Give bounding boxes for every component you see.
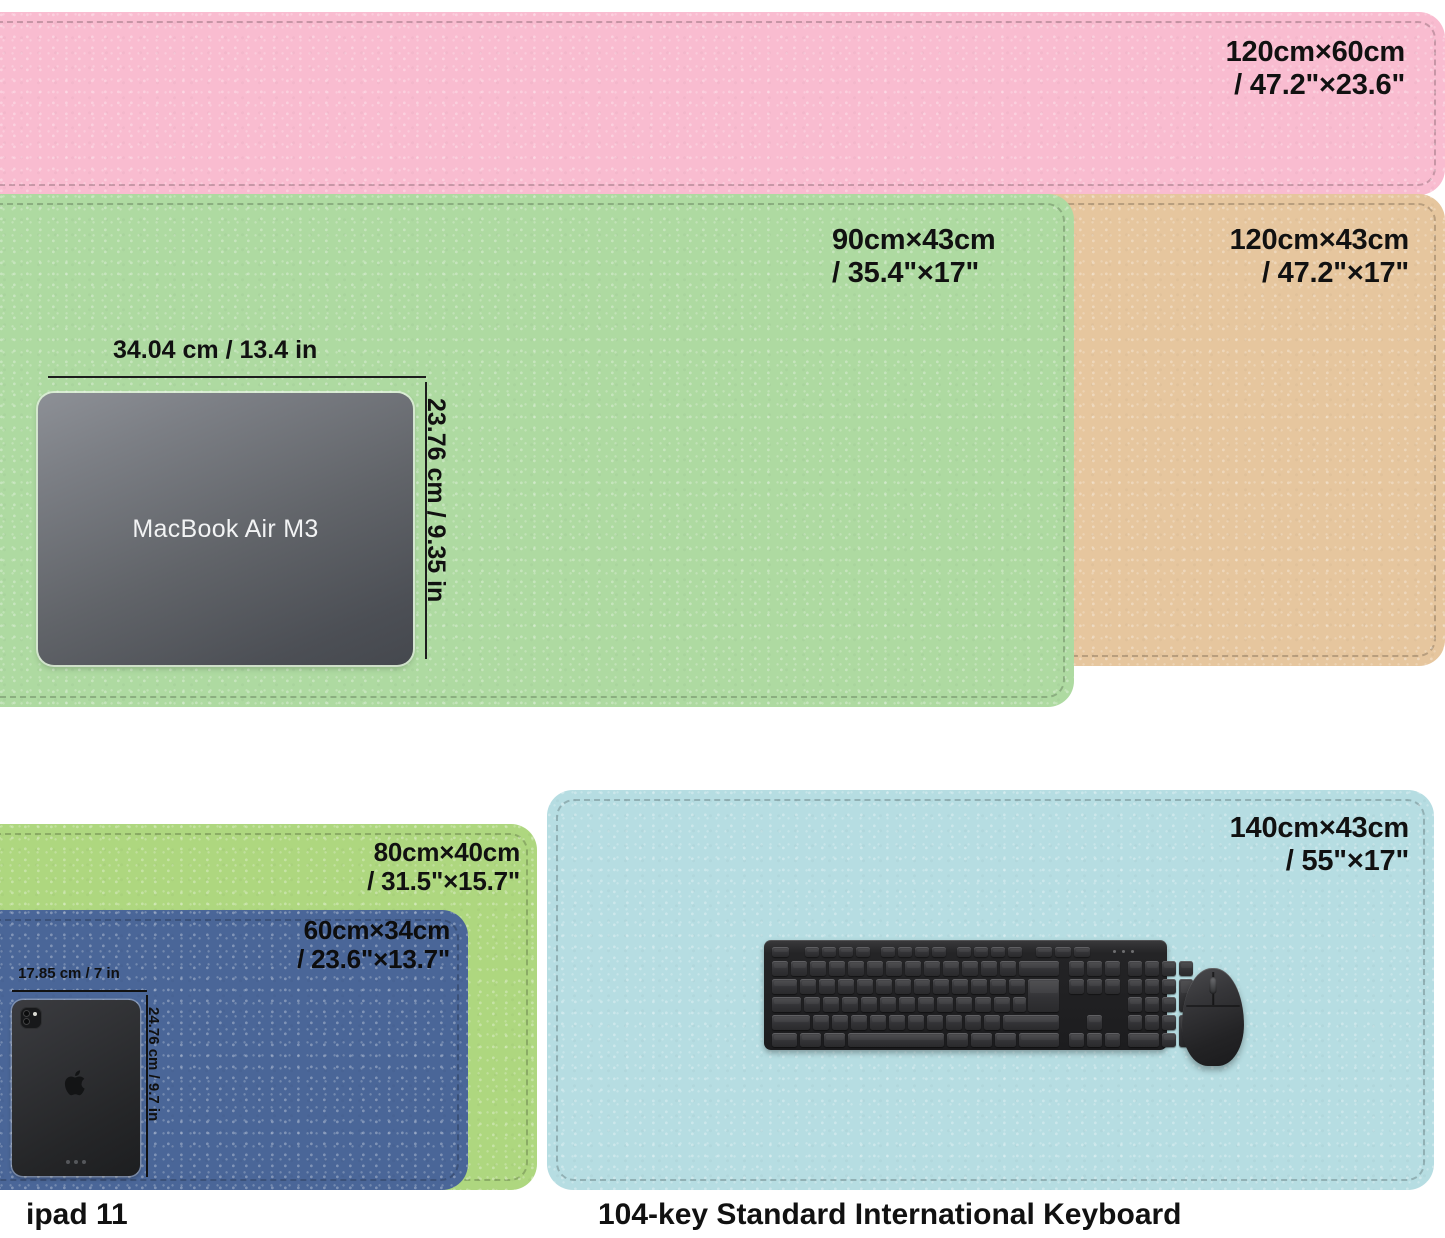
keyboard-caption: 104-key Standard International Keyboard bbox=[598, 1198, 1182, 1231]
smart-connector-dots bbox=[66, 1160, 86, 1164]
ipad-width-rule bbox=[12, 990, 147, 992]
macbook-label: MacBook Air M3 bbox=[132, 514, 319, 543]
camera-lens-icon bbox=[23, 1010, 30, 1017]
keyboard-keys bbox=[764, 940, 1193, 1050]
camera-flash-icon bbox=[33, 1012, 37, 1016]
mouse-seam bbox=[1185, 1005, 1241, 1007]
mouse-device bbox=[1182, 968, 1244, 1066]
pink-desk-mat bbox=[0, 12, 1445, 195]
ipad-width-label: 17.85 cm / 7 in bbox=[18, 965, 120, 982]
macbook-air-device: MacBook Air M3 bbox=[38, 393, 413, 665]
apple-logo-icon bbox=[64, 1070, 85, 1095]
green-mat-size-label: 90cm×43cm / 35.4"×17" bbox=[832, 224, 996, 289]
macbook-width-label: 34.04 cm / 13.4 in bbox=[113, 336, 318, 364]
keyboard-device bbox=[764, 940, 1193, 1050]
macbook-width-rule bbox=[48, 376, 426, 378]
mat-stitching bbox=[0, 21, 1436, 186]
blue-mat-size-label: 60cm×34cm / 23.6"×13.7" bbox=[297, 915, 450, 975]
tan-mat-size-label: 120cm×43cm / 47.2"×17" bbox=[1229, 224, 1410, 289]
mouse-scroll-wheel bbox=[1209, 976, 1217, 994]
green-small-mat-size-label: 80cm×40cm / 31.5"×15.7" bbox=[367, 837, 520, 897]
macbook-height-label: 23.76 cm / 9.35 in bbox=[422, 398, 450, 603]
teal-mat-size-label: 140cm×43cm / 55"×17" bbox=[1229, 812, 1410, 877]
macbook-height-rule bbox=[425, 382, 427, 659]
ipad-camera-module bbox=[20, 1007, 42, 1029]
camera-lens-icon bbox=[23, 1018, 30, 1025]
ipad-height-label: 24.76 cm / 9.7 in bbox=[145, 1007, 162, 1122]
ipad-device bbox=[12, 1000, 140, 1176]
ipad-height-rule bbox=[146, 995, 148, 1177]
ipad-caption: ipad 11 bbox=[26, 1198, 128, 1231]
pink-mat-size-label: 120cm×60cm / 47.2"×23.6" bbox=[1225, 36, 1406, 101]
